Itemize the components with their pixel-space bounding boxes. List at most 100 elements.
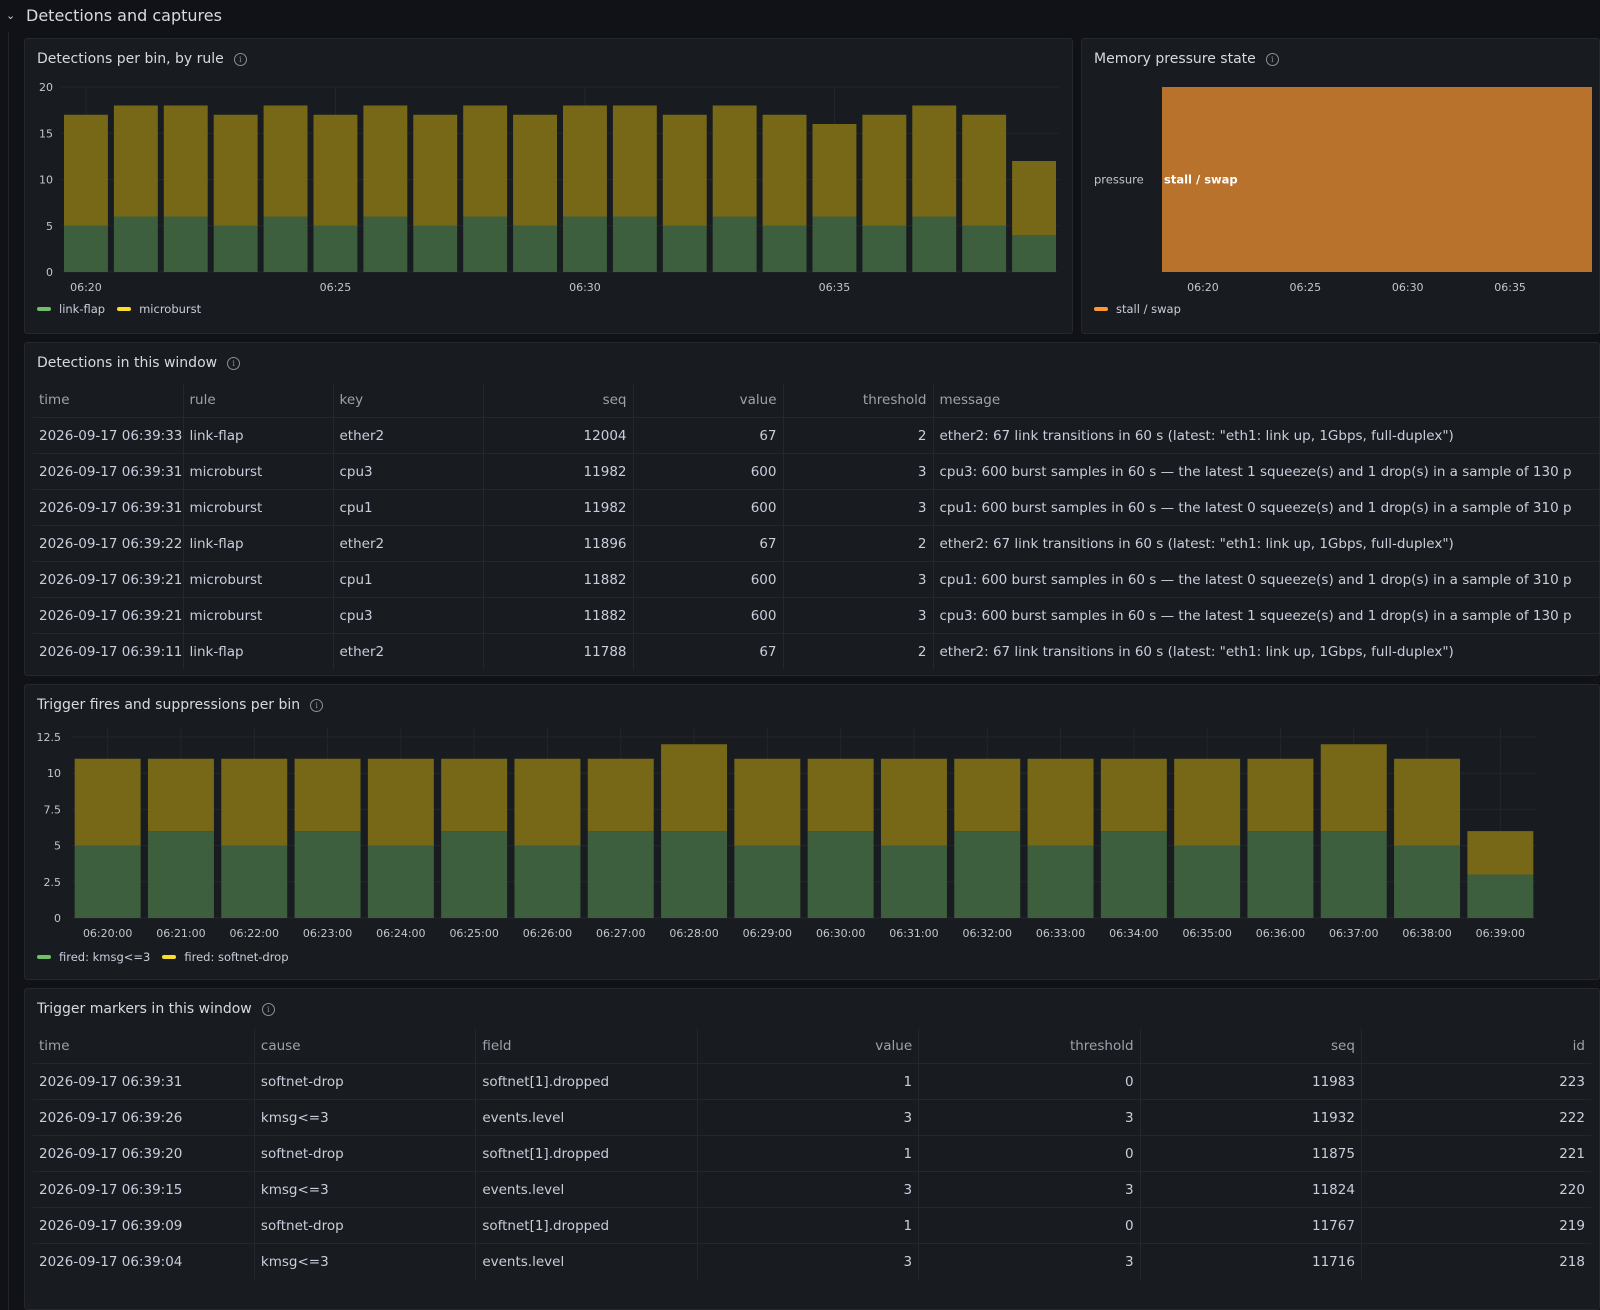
column-header-value[interactable]: value [696,1029,919,1064]
bar-softnet-drop [1320,744,1387,832]
column-header-threshold[interactable]: threshold [782,383,933,418]
panel-title-text: Trigger fires and suppressions per bin [37,697,301,713]
bar-link-flap [513,225,558,272]
table-row[interactable]: 2026-09-17 06:39:21 microburst cpu3 11882 60… [33,597,1599,634]
table-row[interactable]: 2026-09-17 06:39:22 link-flap ether2 11896 6… [33,525,1599,562]
bar-microburst [263,105,308,217]
panel-title[interactable]: Detections in this window i [37,353,241,373]
table-row[interactable]: 2026-09-17 06:39:04 kmsg<=3 events.level 3 3… [33,1243,1591,1279]
legend-item-kmsg[interactable]: fired: kmsg<=3 [37,950,150,964]
column-header-value[interactable]: value [632,383,783,418]
column-header-seq[interactable]: seq [1139,1029,1362,1064]
row-gutter-line [8,32,9,1310]
column-header-key[interactable]: key [332,383,483,418]
table-row[interactable]: 2026-09-17 06:39:21 microburst cpu1 11882 60… [33,561,1599,598]
legend-label: link-flap [59,302,106,316]
bar-softnet-drop [1174,758,1241,846]
legend-item-stall-swap[interactable]: stall / swap [1094,302,1181,316]
trigger-chart-panel[interactable]: Trigger fires and suppressions per bin i… [24,684,1600,980]
table-cell-seq: 11788 [482,633,633,669]
column-header-time[interactable]: time [33,383,183,418]
bar-softnet-drop [1394,758,1461,846]
row-header[interactable]: ⌄ Detections and captures [0,0,1600,30]
chevron-down-icon[interactable]: ⌄ [6,8,16,22]
table-row[interactable]: 2026-09-17 06:39:31 microburst cpu1 11982 60… [33,489,1599,526]
state-label: stall / swap [1164,173,1238,187]
table-row[interactable]: 2026-09-17 06:39:31 microburst cpu3 11982 60… [33,453,1599,490]
legend-item-microburst[interactable]: microburst [117,302,201,316]
table-cell-field: events.level [475,1171,698,1208]
bar-kmsg [734,845,801,918]
table-row[interactable]: 2026-09-17 06:39:09 softnet-drop softnet[1… [33,1207,1591,1244]
bar-link-flap [962,225,1007,272]
table-cell-message: ether2: 67 link transitions in 60 s (lat… [932,525,1599,562]
column-header-field[interactable]: field [475,1029,698,1064]
table-cell-rule: microburst [182,561,333,598]
table-row[interactable]: 2026-09-17 06:39:11 link-flap ether2 11788 6… [33,633,1599,669]
column-header-cause[interactable]: cause [253,1029,476,1064]
x-tick-label: 06:20 [1187,281,1219,294]
column-header-seq[interactable]: seq [482,383,633,418]
table-row[interactable]: 2026-09-17 06:39:15 kmsg<=3 events.level 3 3… [33,1171,1591,1208]
table-cell-cause: kmsg<=3 [253,1099,476,1136]
table-row[interactable]: 2026-09-17 06:39:26 kmsg<=3 events.level 3 3… [33,1099,1591,1136]
detections-chart-panel[interactable]: Detections per bin, by rule i 0 5 10 15 20 06… [24,38,1073,334]
table-cell-field: softnet[1].dropped [475,1063,698,1100]
detections-table: time rule key seq value threshold message 2026… [33,383,1599,669]
panel-title[interactable]: Trigger markers in this window i [37,999,275,1019]
column-header-id[interactable]: id [1360,1029,1591,1064]
bar-link-flap [263,216,308,272]
info-icon[interactable]: i [1265,52,1279,66]
column-header-rule[interactable]: rule [182,383,333,418]
bar-microburst [662,114,707,226]
info-icon[interactable]: i [227,356,241,370]
table-row[interactable]: 2026-09-17 06:39:33 link-flap ether2 12004 6… [33,417,1599,454]
table-cell-time: 2026-09-17 06:39:21 [33,561,183,598]
table-cell-value: 67 [632,633,783,669]
legend-label: microburst [139,302,202,316]
table-cell-threshold: 0 [918,1207,1141,1244]
table-cell-cause: kmsg<=3 [253,1243,476,1279]
column-header-threshold[interactable]: threshold [918,1029,1141,1064]
table-cell-threshold: 3 [918,1171,1141,1208]
info-icon[interactable]: i [310,698,324,712]
column-header-message[interactable]: message [932,383,1599,418]
bar-kmsg [367,845,434,918]
bar-kmsg [587,831,654,918]
legend-swatch [1094,307,1108,311]
detections-table-panel[interactable]: Detections in this window i time rule key s… [24,342,1600,676]
legend-item-softnet-drop[interactable]: fired: softnet-drop [162,950,289,964]
legend-item-link-flap[interactable]: link-flap [37,302,105,316]
trigger-markers-panel[interactable]: Trigger markers in this window i time cau… [24,988,1600,1310]
table-cell-time: 2026-09-17 06:39:31 [33,489,183,526]
table-cell-value: 3 [696,1099,919,1136]
bar-microburst [962,114,1007,226]
column-header-time[interactable]: time [33,1029,255,1064]
panel-title[interactable]: Memory pressure state i [1094,49,1279,69]
legend-swatch [117,307,132,311]
info-icon[interactable]: i [233,52,247,66]
bar-softnet-drop [661,744,728,832]
info-icon[interactable]: i [261,1002,275,1016]
y-tick-label: 0 [46,266,53,279]
bar-microburst [113,105,158,217]
x-tick-label: 06:22:00 [230,927,279,940]
bar-kmsg [1247,831,1314,918]
bar-microburst [213,114,258,226]
table-cell-field: softnet[1].dropped [475,1207,698,1244]
x-tick-label: 06:30 [1392,281,1424,294]
memory-pressure-panel[interactable]: Memory pressure state i pressure stall / … [1081,38,1600,334]
bar-kmsg [147,831,214,918]
panel-title-text: Detections in this window [37,355,218,371]
bar-softnet-drop [1100,758,1167,832]
table-cell-message: ether2: 67 link transitions in 60 s (lat… [932,633,1599,669]
table-row[interactable]: 2026-09-17 06:39:31 softnet-drop softnet[1… [33,1063,1591,1100]
table-cell-seq: 11882 [482,561,633,598]
table-row[interactable]: 2026-09-17 06:39:20 softnet-drop softnet[1… [33,1135,1591,1172]
bar-microburst [513,114,558,226]
table-cell-field: softnet[1].dropped [475,1135,698,1172]
table-cell-threshold: 3 [782,453,933,490]
table-cell-threshold: 2 [782,525,933,562]
panel-title[interactable]: Trigger fires and suppressions per bin i [37,695,324,715]
panel-title[interactable]: Detections per bin, by rule i [37,49,247,69]
